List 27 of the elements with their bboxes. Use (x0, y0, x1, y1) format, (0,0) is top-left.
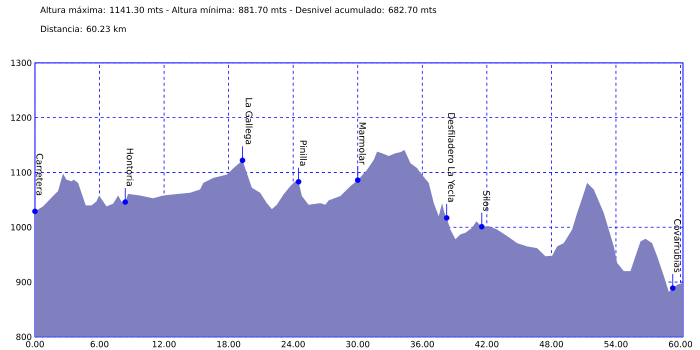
annotation: Hontoria (126, 148, 134, 186)
x-tick-label: 42.00 (475, 340, 498, 348)
x-tick-label: 6.00 (90, 340, 108, 348)
annotation: Marmolar (359, 122, 366, 165)
x-tick-label: 0.00 (26, 340, 44, 348)
x-tick-label: 18.00 (217, 340, 240, 348)
annotation: Silos (483, 190, 490, 211)
annotation: La Gallega (244, 98, 253, 144)
y-tick-label: 1000 (11, 224, 32, 230)
chart-subtitle: Distancia: 60.23 km (41, 26, 126, 32)
annotation: Pinilla (300, 140, 307, 166)
x-tick-label: 48.00 (540, 340, 563, 348)
x-tick-label: 24.00 (282, 340, 305, 348)
x-tick-label: 12.00 (152, 340, 176, 348)
x-tick-label: 30.00 (346, 340, 370, 348)
y-tick-label: 800 (16, 334, 32, 340)
annotation: Covarrubias (674, 219, 682, 272)
y-tick-label: 1200 (11, 114, 32, 121)
y-tick-label: 1300 (11, 60, 32, 66)
x-tick-label: 36.00 (410, 340, 434, 348)
x-tick-label: 60.00 (668, 340, 692, 348)
annotation: Carretera (36, 154, 44, 196)
y-tick-label: 1100 (11, 169, 32, 176)
x-tick-label: 54.00 (604, 340, 628, 348)
chart-title: Altura máxima: 1141.30 mts - Altura mínima: 881.70 mts - Desnivel acumulado: 682.70 mts (40, 6, 436, 14)
annotation: Desfiladero La Yecla (448, 113, 456, 202)
y-tick-label: 900 (16, 278, 32, 286)
